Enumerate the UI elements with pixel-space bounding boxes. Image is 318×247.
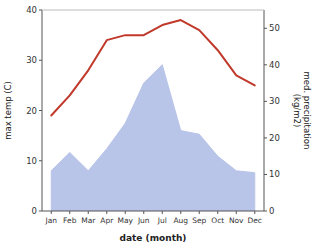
y2-tick — [264, 211, 267, 212]
y-axis-label: max temp (C) — [3, 81, 13, 140]
x-tick — [106, 211, 107, 214]
y2-axis-label-line: med. precipitation — [302, 72, 312, 150]
temperature-line — [51, 20, 255, 115]
x-tick — [180, 211, 181, 214]
plot-frame-top — [42, 10, 264, 11]
y-tick — [39, 160, 42, 161]
x-tick — [88, 211, 89, 214]
x-tick — [162, 211, 163, 214]
y2-tick — [264, 174, 267, 175]
chart: 0 10 20 30 40 0 10 20 30 40 50 Jan Feb Mar AprMay Jun Ju… — [0, 0, 318, 247]
x-tick-label: Jun — [137, 216, 150, 225]
x-tick-label: Feb — [63, 216, 77, 225]
y2-tick — [264, 101, 267, 102]
x-tick — [199, 211, 200, 214]
x-tick-label: Aug — [173, 216, 188, 225]
y2-tick-label: 50 — [269, 23, 280, 33]
y-tick-label: 40 — [26, 5, 37, 15]
y2-tick-label: 20 — [269, 133, 280, 143]
x-tick-label: Oct — [211, 216, 224, 225]
x-tick-label: Mar — [81, 216, 96, 225]
y-tick-label: 10 — [26, 156, 37, 166]
right-axis-line — [264, 10, 265, 211]
y-tick — [39, 211, 42, 212]
x-tick — [236, 211, 237, 214]
y2-tick-label: 30 — [269, 96, 280, 106]
y-tick — [39, 10, 42, 11]
y-tick-label: 20 — [26, 106, 37, 116]
y2-tick-label: 0 — [269, 206, 274, 216]
y2-tick — [264, 28, 267, 29]
y-tick-label: 0 — [32, 206, 37, 216]
y-tick — [39, 110, 42, 111]
x-tick-label: Jul — [157, 216, 167, 225]
plot-area — [51, 20, 255, 211]
y2-axis-label: med. precipitation(kg/m2) — [292, 72, 312, 150]
x-tick — [125, 211, 126, 214]
x-tick — [217, 211, 218, 214]
x-tick — [254, 211, 255, 214]
y2-tick-label: 40 — [269, 60, 280, 70]
y2-tick — [264, 137, 267, 138]
x-tick — [143, 211, 144, 214]
x-tick-label: Dec — [247, 216, 262, 225]
x-tick-label: May — [117, 216, 133, 225]
y-tick — [39, 60, 42, 61]
y2-axis-label-line: (kg/m2) — [292, 94, 302, 128]
precipitation-area — [51, 65, 255, 211]
x-tick — [51, 211, 52, 214]
x-tick-label: Jan — [44, 216, 57, 225]
x-tick — [69, 211, 70, 214]
x-tick-label: Apr — [100, 216, 114, 225]
y2-tick — [264, 64, 267, 65]
x-tick-label: Nov — [229, 216, 244, 225]
x-axis-line — [42, 211, 264, 212]
y-tick-label: 30 — [26, 55, 37, 65]
x-axis-label: date (month) — [120, 233, 187, 243]
y2-tick-label: 10 — [269, 169, 280, 179]
x-tick-label: Sep — [192, 216, 206, 225]
